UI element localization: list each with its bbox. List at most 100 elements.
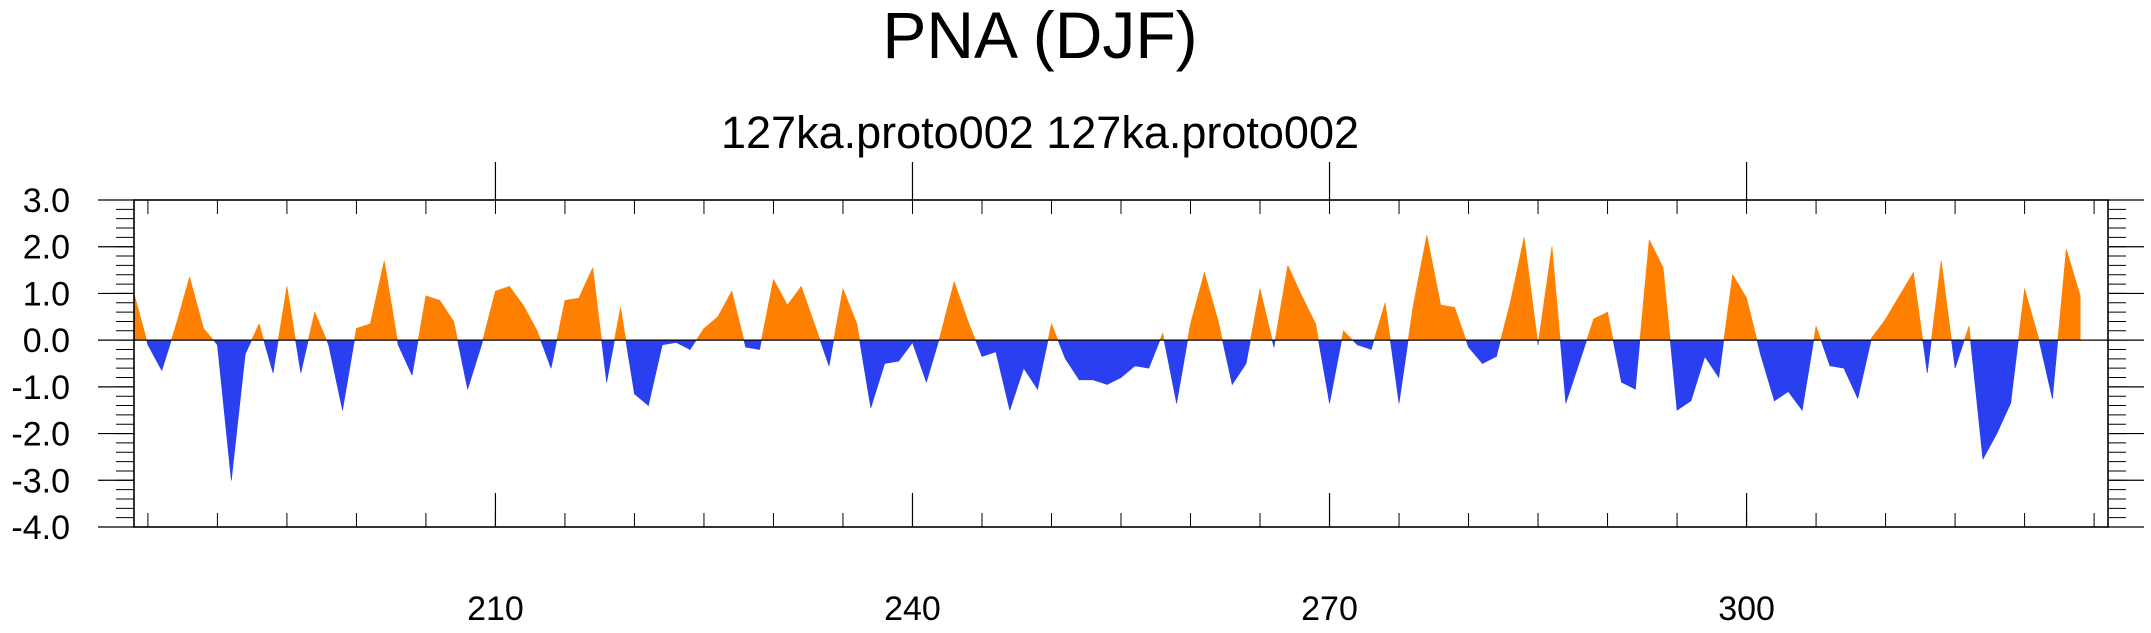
positive-area-segment [614, 307, 621, 341]
negative-area-segment [1351, 339, 1358, 346]
y-tick-label: -4.0 [11, 509, 70, 547]
negative-area-segment [819, 339, 830, 366]
negative-area-segment [1954, 339, 1965, 369]
negative-area-segment [898, 339, 913, 363]
negative-area-segment [1635, 339, 1641, 390]
negative-area-segment [1801, 339, 1815, 411]
positive-area-segment [1259, 288, 1273, 341]
negative-area-segment [244, 339, 253, 355]
negative-area-segment [272, 339, 279, 373]
positive-area-segment [1159, 333, 1163, 341]
positive-area-segment [703, 316, 719, 341]
positive-area-segment [1500, 302, 1511, 341]
positive-area-segment [761, 279, 774, 341]
negative-area-segment [2052, 339, 2059, 399]
negative-area-segment [1718, 339, 1725, 378]
positive-area-segment [1538, 246, 1553, 341]
positive-area-segment [383, 260, 398, 341]
positive-area-segment [1885, 294, 1900, 341]
positive-area-segment [2057, 249, 2067, 341]
negative-area-segment [1106, 339, 1122, 386]
positive-area-segment [1274, 265, 1289, 341]
negative-area-segment [926, 339, 940, 383]
positive-area-segment [1440, 304, 1455, 341]
positive-area-segment [1373, 302, 1386, 341]
positive-area-segment [1301, 295, 1316, 341]
negative-area-segment [912, 339, 927, 383]
x-tick-label: 270 [1301, 590, 1358, 628]
positive-area-segment [1940, 260, 1952, 341]
positive-area-segment [307, 312, 316, 341]
positive-area-segment [1187, 323, 1191, 341]
negative-area-segment [1134, 339, 1150, 369]
y-tick-label: -3.0 [11, 462, 70, 500]
negative-area-segment [1482, 339, 1497, 364]
y-tick-label: 0.0 [23, 322, 70, 360]
positive-area-segment [1963, 326, 1970, 341]
negative-area-segment [689, 339, 697, 351]
negative-area-segment [1760, 339, 1775, 401]
negative-area-segment [759, 339, 762, 350]
x-tick-label: 210 [467, 590, 524, 628]
chart-subtitle: 127ka.proto002 127ka.proto002 [721, 107, 1359, 158]
positive-area-segment [370, 260, 385, 341]
positive-area-segment [1047, 323, 1052, 341]
positive-area-segment [1723, 274, 1733, 341]
negative-area-segment [1559, 339, 1567, 404]
positive-area-segment [1162, 333, 1165, 341]
negative-area-segment [661, 339, 677, 346]
negative-area-segment [411, 339, 419, 376]
negative-area-segment [1318, 339, 1330, 404]
positive-area-segment [814, 326, 821, 341]
negative-area-segment [975, 339, 983, 357]
positive-area-segment [425, 295, 441, 341]
negative-area-segment [481, 339, 484, 345]
negative-area-segment [1357, 339, 1372, 350]
negative-area-segment [1996, 339, 2011, 434]
negative-area-segment [1468, 339, 1483, 365]
positive-area-segment [773, 279, 788, 341]
negative-area-segment [1787, 339, 1803, 412]
positive-area-segment [1648, 239, 1664, 341]
positive-area-segment [417, 295, 427, 341]
positive-area-segment [856, 323, 860, 341]
negative-area-segment [1565, 339, 1581, 404]
negative-area-segment [540, 339, 552, 369]
positive-area-segment [1509, 237, 1525, 341]
negative-area-segment [648, 339, 663, 406]
negative-area-segment [1231, 339, 1247, 386]
positive-area-segment [731, 291, 745, 341]
positive-area-segment [592, 267, 602, 341]
positive-area-segment [556, 300, 566, 341]
positive-area-segment [1426, 234, 1442, 341]
positive-area-segment [1593, 311, 1608, 341]
positive-area-segment [1454, 307, 1467, 341]
negative-area-segment [675, 339, 691, 350]
negative-area-segment [1329, 339, 1342, 404]
y-tick-label: 1.0 [23, 275, 70, 313]
positive-area-segment [439, 299, 455, 341]
positive-area-segment [203, 327, 215, 341]
negative-area-segment [1148, 339, 1161, 369]
negative-area-segment [981, 339, 997, 357]
negative-area-segment [1009, 339, 1024, 411]
x-tick-label: 300 [1718, 590, 1775, 628]
positive-area-segment [1412, 234, 1428, 341]
negative-area-segment [601, 339, 607, 383]
negative-area-segment [467, 339, 482, 390]
positive-area-segment [1384, 302, 1391, 341]
positive-area-segment [1746, 298, 1758, 341]
negative-area-segment [300, 339, 309, 373]
negative-area-segment [1465, 339, 1469, 348]
chart-title: PNA (DJF) [882, 0, 1197, 72]
negative-area-segment [1690, 339, 1706, 401]
negative-area-segment [1612, 339, 1622, 383]
positive-area-segment [1586, 319, 1594, 341]
positive-area-segment [833, 288, 844, 341]
positive-area-segment [356, 323, 371, 341]
positive-area-segment [482, 291, 496, 341]
negative-area-segment [217, 339, 232, 481]
positive-area-segment [1523, 237, 1538, 341]
